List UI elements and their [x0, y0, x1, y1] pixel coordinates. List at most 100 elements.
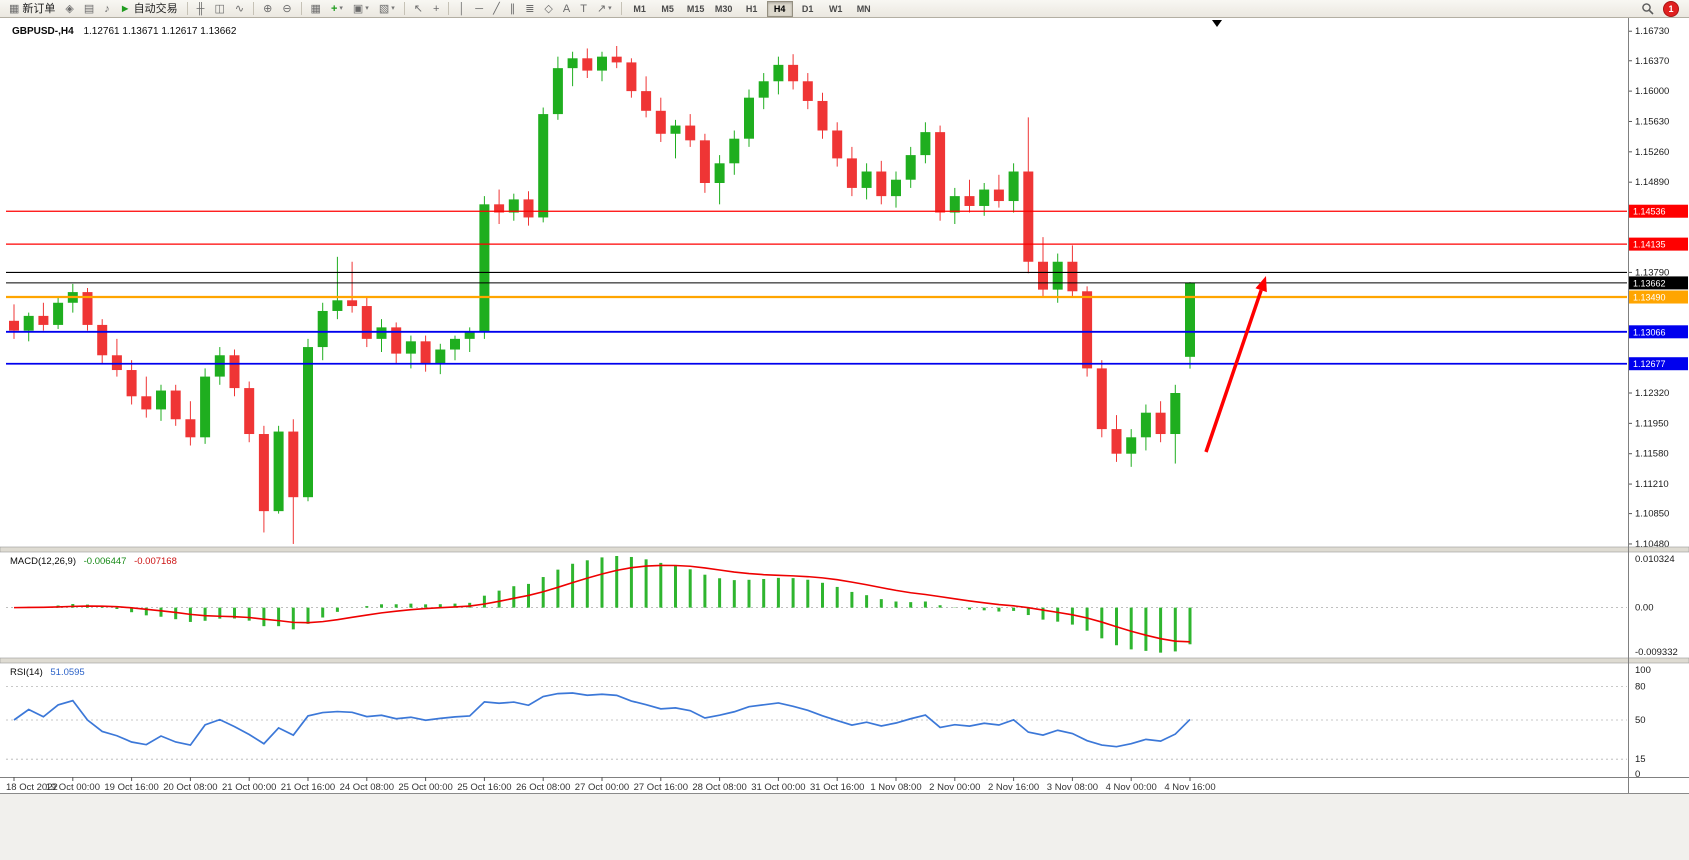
candle-body — [685, 125, 696, 141]
time-axis-label: 25 Oct 00:00 — [398, 782, 452, 793]
candle-body — [935, 132, 946, 213]
crosshair-icon: + — [432, 2, 440, 15]
new-order-icon: ▦ — [9, 2, 20, 15]
timeframe-button-m1[interactable]: M1 — [633, 3, 646, 14]
macd-indicator-label: MACD(12,26,9) -0.006447 -0.007168 — [10, 556, 177, 567]
zoom-in-button[interactable]: ⊕ — [259, 0, 276, 17]
price-chart-canvas[interactable]: 1.14536 1.14135 1.13490 1.13066 1.12677 1.136… — [0, 18, 1689, 860]
pane-separator[interactable] — [0, 546, 1689, 553]
candle-body — [141, 396, 152, 410]
toolbar-separator — [403, 2, 405, 15]
axis-current-price-box: 1.13662 — [1629, 276, 1688, 290]
y-tick-label: 1.12320 — [1635, 388, 1669, 399]
y-tick-label: 1.11950 — [1635, 418, 1669, 429]
y-tick-label: 1.16370 — [1635, 56, 1669, 67]
crosshair-button[interactable]: + — [429, 0, 443, 17]
timeframe-toolbar: M1 M5 M15 M30 H1 H4 D1 W1 MN — [626, 0, 878, 18]
candle-body — [494, 204, 505, 213]
candle-body — [273, 431, 284, 512]
notification-count: 1 — [1668, 3, 1674, 14]
ohlc-values-label: 1.12761 1.13671 1.12617 1.13662 — [83, 26, 237, 37]
chevron-down-icon: ▾ — [365, 4, 369, 12]
notification-badge[interactable]: 1 — [1663, 0, 1679, 17]
arrows-button[interactable]: ↗ ▾ — [593, 0, 616, 17]
cursor-button[interactable]: ↖ — [410, 0, 427, 17]
y-tick-label: 1.16000 — [1635, 86, 1669, 97]
macd-main-value: -0.006447 — [83, 556, 127, 567]
chart-header: GBPUSD-,H4 1.12761 1.13671 1.12617 1.136… — [12, 26, 236, 37]
equidistant-channel-button[interactable]: ∥ — [506, 0, 520, 17]
svg-text:1.14135: 1.14135 — [1633, 240, 1666, 250]
bar-chart-button[interactable]: ╫ — [193, 0, 209, 17]
text-button[interactable]: A — [559, 0, 574, 17]
fibonacci-button[interactable]: ≣ — [521, 0, 538, 17]
sound-alerts-button[interactable]: ♪ — [100, 0, 114, 17]
timeframe-button-m30[interactable]: M30 — [714, 3, 733, 14]
rsi-indicator-label: RSI(14) 51.0595 — [10, 667, 85, 678]
horizontal-line-button[interactable]: ─ — [471, 0, 487, 17]
templates-button[interactable]: ▧ ▾ — [375, 0, 399, 17]
cursor-icon: ↖ — [413, 2, 423, 15]
svg-text:1.14536: 1.14536 — [1633, 207, 1666, 217]
chart-profiles-button[interactable]: ▤ — [80, 0, 98, 17]
vertical-line-button[interactable]: │ — [454, 0, 469, 17]
candle-body — [1096, 368, 1107, 430]
zoom-in-icon: ⊕ — [263, 2, 273, 15]
timeframe-button-mn[interactable]: MN — [856, 3, 871, 14]
timeframe-button-h1[interactable]: H1 — [745, 3, 758, 14]
timeframe-button-m15[interactable]: M15 — [686, 3, 705, 14]
timeframe-button-d1[interactable]: D1 — [801, 3, 814, 14]
periods-button[interactable]: ▣ ▾ — [349, 0, 373, 17]
line-chart-button[interactable]: ∿ — [231, 0, 248, 17]
pane-separator[interactable] — [0, 657, 1689, 664]
time-axis-label: 21 Oct 00:00 — [222, 782, 276, 793]
y-tick-label: 1.16730 — [1635, 26, 1669, 37]
auto-trading-button[interactable]: ► 自动交易 — [116, 0, 182, 17]
toolbar-right: 1 — [1640, 0, 1685, 17]
indicators-icon: + — [330, 2, 338, 15]
chart-window[interactable]: 1.14536 1.14135 1.13490 1.13066 1.12677 1.136… — [0, 18, 1689, 860]
search-button[interactable] — [1640, 1, 1656, 17]
trendline-icon: ╱ — [493, 2, 500, 15]
candle-body — [53, 302, 64, 325]
time-axis-label: 18 Oct 2022 — [6, 782, 58, 793]
candlestick-series[interactable] — [9, 45, 1195, 544]
ellipse-button[interactable]: ◇ — [540, 0, 556, 17]
trendline-button[interactable]: ╱ — [489, 0, 504, 17]
timeframe-button-h4[interactable]: H4 — [766, 0, 793, 17]
candle-body — [861, 171, 872, 188]
text-label-button[interactable]: T — [576, 0, 591, 17]
candlestick-chart-icon: ◫ — [214, 2, 225, 15]
main-toolbar: ▦ 新订单 ◈ ▤ ♪ ► 自动交易 ╫ ◫ ∿ ⊕ ⊖ ▦ + ▾ ▣ ▾ ▧ ▾ ↖ + │ ─ ╱ ∥ ≣ ◇ A T ↗ ▾ M1 M… — [0, 0, 1689, 18]
indicators-button[interactable]: + ▾ — [327, 0, 347, 17]
candle-body — [846, 158, 857, 188]
toolbar-separator — [620, 2, 622, 15]
candle-body — [244, 388, 255, 435]
timeframe-button-w1[interactable]: W1 — [828, 3, 843, 14]
svg-text:1.12677: 1.12677 — [1633, 359, 1666, 369]
candle-body — [508, 199, 519, 213]
candle-body — [597, 56, 607, 71]
candle-body — [949, 196, 960, 213]
candle-body — [1082, 291, 1093, 369]
rsi-axis-label: 15 — [1635, 754, 1646, 765]
timeframe-button-m5[interactable]: M5 — [661, 3, 674, 14]
candlestick-chart-button[interactable]: ◫ — [210, 0, 228, 17]
time-axis-label: 26 Oct 08:00 — [516, 782, 570, 793]
axis-price-box-resistance-2: 1.14135 — [1629, 237, 1688, 251]
new-order-button[interactable]: ▦ 新订单 — [5, 0, 59, 17]
metaeditor-button[interactable]: ◈ — [61, 0, 77, 17]
search-icon — [1642, 2, 1654, 15]
arrow-annotation[interactable] — [1204, 276, 1267, 453]
rsi-name: RSI(14) — [10, 667, 43, 678]
rsi-axis-label: 50 — [1635, 715, 1646, 726]
candle-body — [317, 310, 328, 348]
zoom-out-button[interactable]: ⊖ — [278, 0, 295, 17]
candle-body — [817, 100, 828, 131]
rsi-axis-label: 80 — [1635, 681, 1646, 692]
time-axis-label: 21 Oct 16:00 — [281, 782, 335, 793]
time-axis-label: 27 Oct 16:00 — [634, 782, 688, 793]
axis-price-box-level-orange: 1.13490 — [1629, 290, 1688, 304]
candle-body — [229, 355, 240, 389]
tile-windows-button[interactable]: ▦ — [307, 0, 325, 17]
